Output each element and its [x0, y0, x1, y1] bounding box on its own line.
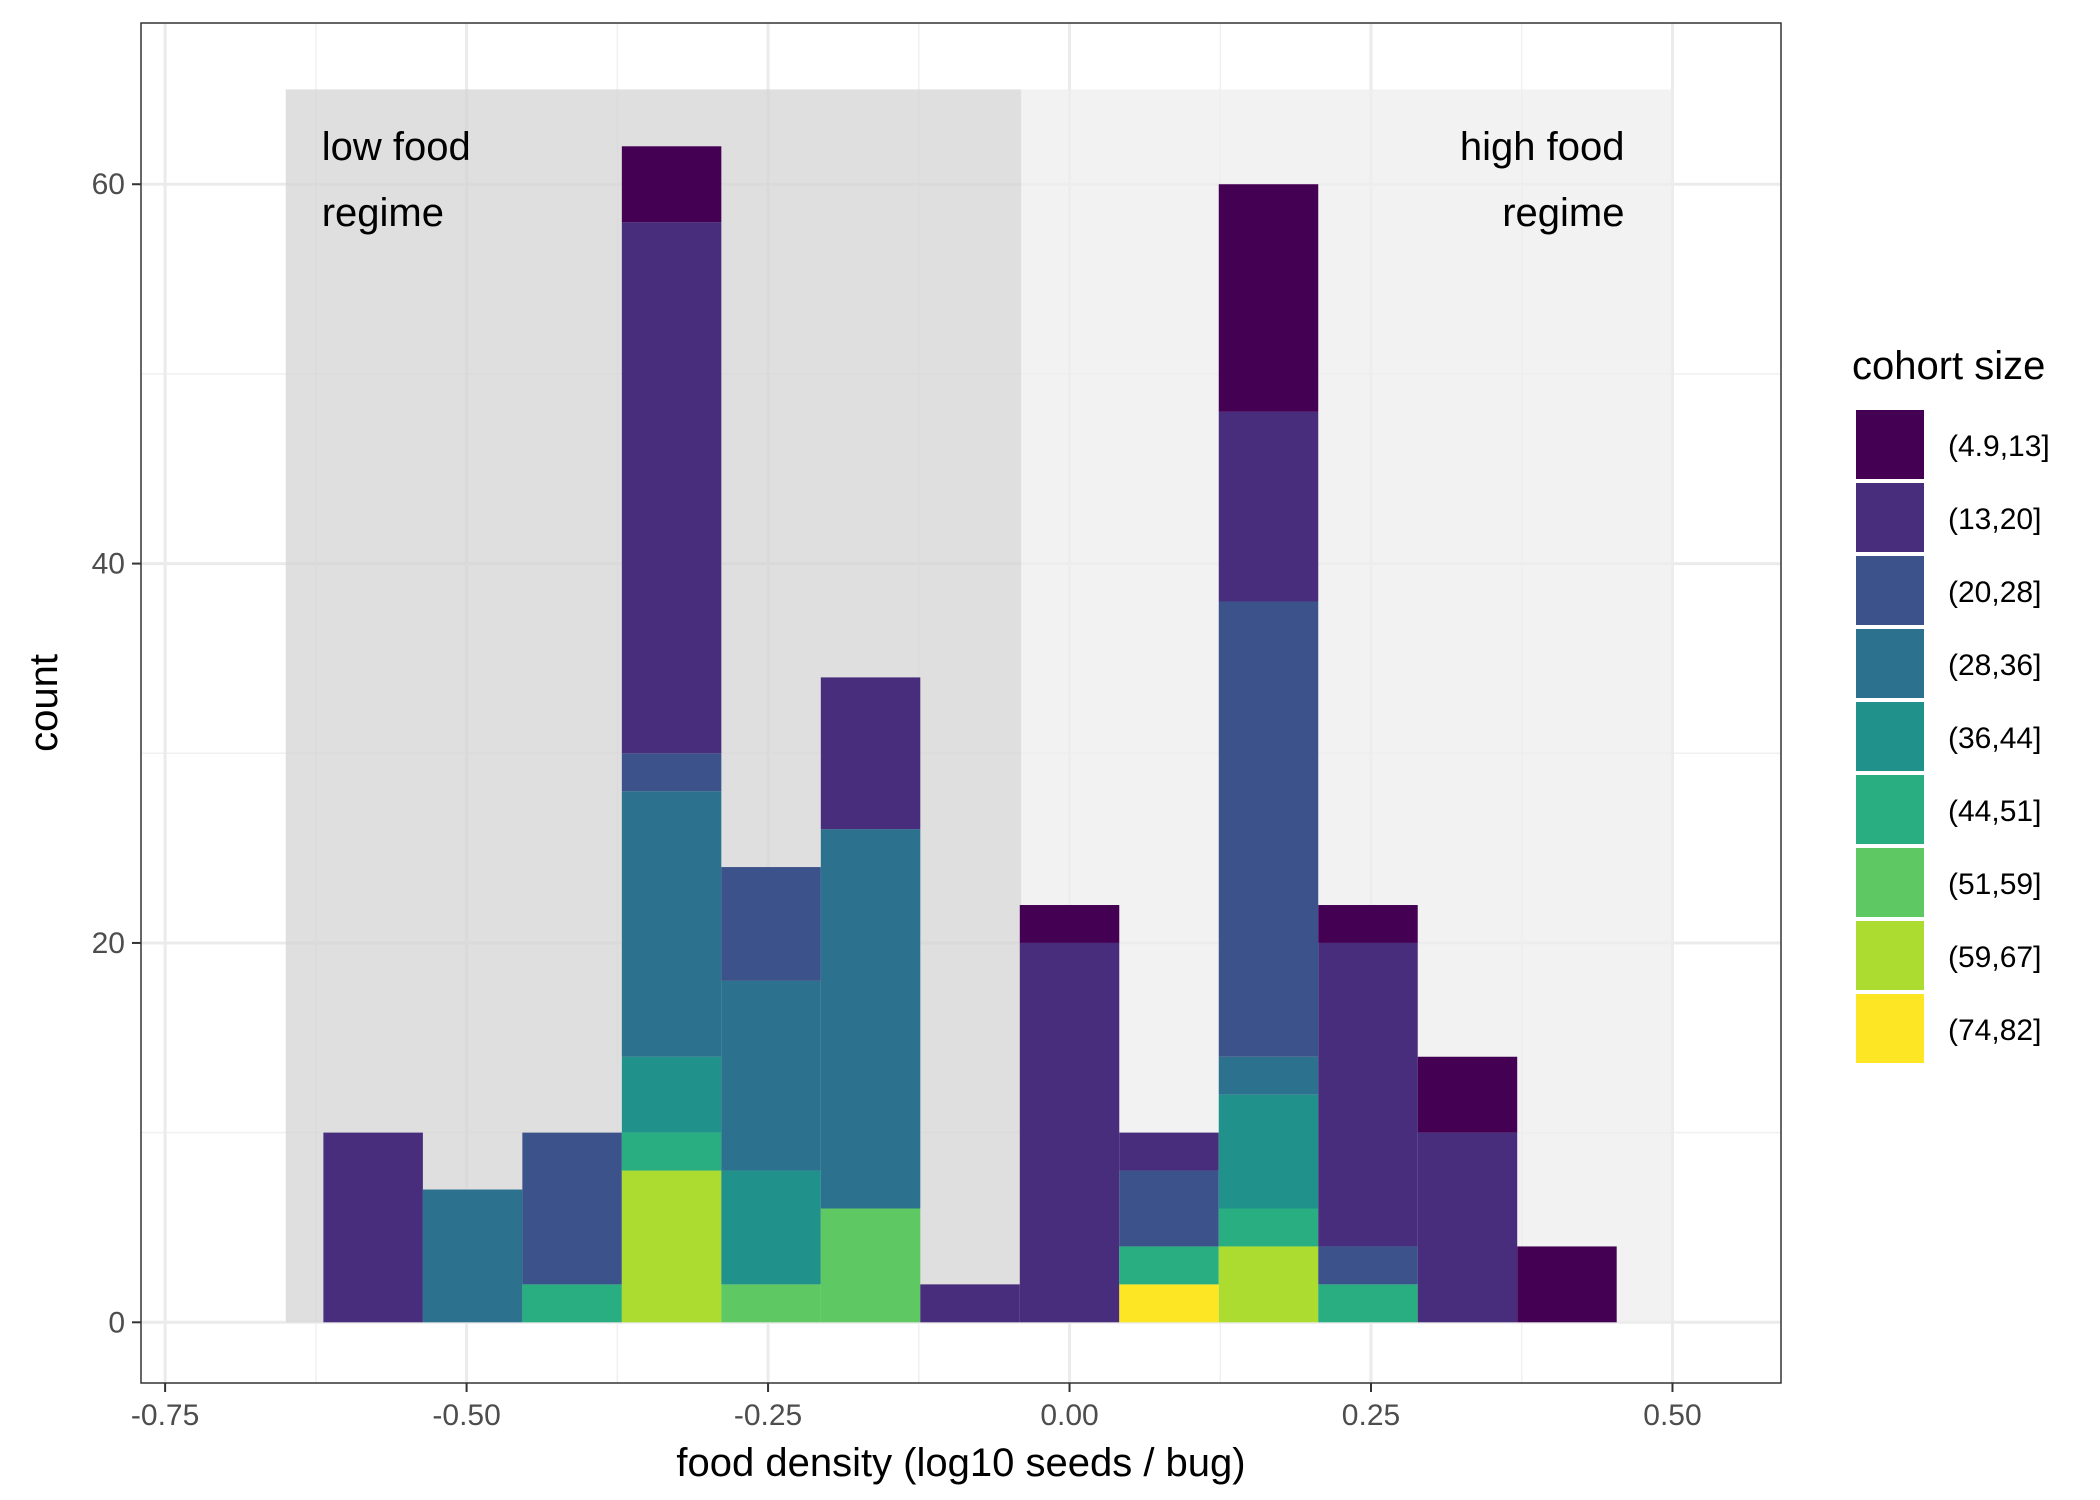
bar-segment — [621, 753, 722, 792]
bar-segment — [1218, 1208, 1319, 1247]
bar-segment — [1417, 1056, 1518, 1133]
bar-segment — [621, 1056, 722, 1133]
panel-border — [140, 22, 1782, 1384]
x-tick-label: -0.25 — [734, 1399, 802, 1432]
legend-label: (36,44] — [1948, 722, 2041, 755]
legend-label: (51,59] — [1948, 868, 2041, 901]
bar-segment — [721, 867, 821, 981]
bar-segment — [721, 980, 821, 1171]
x-tick-label: -0.75 — [131, 1399, 199, 1432]
x-tick-label: 0.00 — [1040, 1399, 1098, 1432]
bar-segment — [1218, 1246, 1319, 1323]
bar-segment — [820, 1208, 921, 1323]
bar-segment — [621, 1132, 722, 1171]
legend-key — [1856, 483, 1924, 552]
low-food-regime-label-line: low food — [322, 125, 471, 169]
bar-segment — [323, 1132, 423, 1323]
high-food-regime-label-line: regime — [1502, 191, 1624, 235]
stacked-bars — [323, 146, 1617, 1323]
bar-segment — [1119, 1246, 1219, 1285]
bar-segment — [522, 1284, 622, 1323]
bar-segment — [1218, 411, 1319, 602]
legend-label: (74,82] — [1948, 1014, 2041, 1047]
bar-segment — [621, 791, 722, 1057]
y-tick-label: 40 — [92, 548, 125, 581]
bar-segment — [1019, 942, 1120, 1323]
bar-segment — [920, 1284, 1020, 1323]
legend-key — [1856, 410, 1924, 479]
x-tick-label: 0.25 — [1342, 1399, 1400, 1432]
bar-segment — [1119, 1132, 1219, 1171]
x-tick-label: -0.50 — [432, 1399, 500, 1432]
y-tick-label: 20 — [92, 927, 125, 960]
bar-segment — [1218, 1094, 1319, 1209]
bar-segment — [721, 1170, 821, 1285]
bar-segment — [1218, 184, 1319, 412]
y-axis-label: count — [22, 654, 66, 752]
bar-segment — [1119, 1284, 1219, 1323]
legend-label: (59,67] — [1948, 941, 2041, 974]
low-food-regime-label-line: regime — [322, 191, 444, 235]
y-tick-label: 0 — [108, 1306, 125, 1339]
bar-segment — [820, 677, 921, 830]
legend-label: (4.9,13] — [1948, 430, 2050, 463]
bar-segment — [1517, 1246, 1617, 1323]
x-tick-label: 0.50 — [1643, 1399, 1701, 1432]
legend-key — [1856, 629, 1924, 698]
legend-key — [1856, 775, 1924, 844]
y-tick-label: 60 — [92, 168, 125, 201]
bar-segment — [1318, 942, 1418, 1247]
legend-key — [1856, 921, 1924, 990]
axes: -0.75 -0.50 -0.25 0.00 0.25 0.50 0 20 40 60 — [92, 168, 1702, 1432]
bar-segment — [522, 1132, 622, 1285]
bar-segment — [1417, 1132, 1518, 1323]
bar-segment — [820, 829, 921, 1209]
legend-key — [1856, 994, 1924, 1063]
legend: cohort size (4.9,13] (13,20] (20,28] (28,36… — [1852, 344, 2050, 1063]
legend-label: (20,28] — [1948, 576, 2041, 609]
bar-segment — [1318, 1284, 1418, 1323]
high-food-regime-label-line: high food — [1460, 125, 1625, 169]
bar-segment — [1119, 1170, 1219, 1247]
bar-segment — [721, 1284, 821, 1323]
legend-key — [1856, 848, 1924, 917]
legend-key — [1856, 556, 1924, 625]
bar-segment — [1318, 905, 1418, 943]
legend-label: (13,20] — [1948, 503, 2041, 536]
legend-title: cohort size — [1852, 344, 2045, 388]
legend-label: (44,51] — [1948, 795, 2041, 828]
bar-segment — [1218, 1056, 1319, 1095]
regime-labels: low food regime high food regime — [322, 125, 1625, 235]
bar-segment — [1019, 905, 1120, 943]
bar-segment — [1218, 601, 1319, 1057]
bar-segment — [621, 1170, 722, 1323]
bar-segment — [422, 1189, 523, 1323]
legend-key — [1856, 702, 1924, 771]
bar-segment — [1318, 1246, 1418, 1285]
x-axis-label: food density (log10 seeds / bug) — [676, 1441, 1245, 1485]
bar-segment — [621, 222, 722, 754]
legend-label: (28,36] — [1948, 649, 2041, 682]
bar-segment — [621, 146, 722, 223]
